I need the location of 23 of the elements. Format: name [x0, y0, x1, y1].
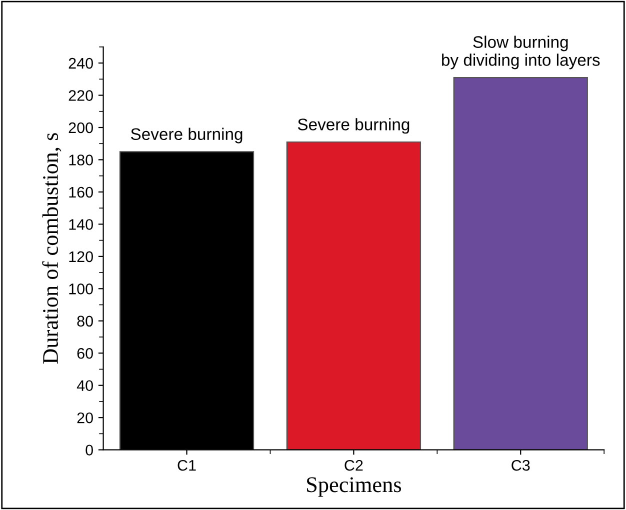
y-tick-label: 180 — [69, 154, 93, 166]
y-tick-label: 80 — [77, 316, 93, 327]
y-tick-label: 220 — [68, 90, 93, 101]
x-axis-title: Specimens — [307, 477, 402, 497]
annotation: Severe burning — [298, 118, 410, 134]
annotation: Slow burning by dividing into layers — [442, 36, 600, 70]
y-axis-title: Duration of combustion, s — [42, 133, 62, 364]
x-tick-label: C2 — [344, 460, 363, 471]
y-tick-label: 200 — [68, 122, 93, 134]
y-tick-label: 160 — [69, 186, 93, 198]
x-tick-label: C1 — [178, 460, 196, 471]
y-tick-label: 20 — [77, 412, 93, 424]
y-tick-label: 140 — [69, 219, 93, 230]
y-tick-label: 60 — [77, 348, 93, 359]
bar — [286, 141, 422, 450]
x-tick-label: C3 — [512, 460, 530, 471]
y-tick-label: 120 — [69, 251, 93, 262]
annotation: Severe burning — [131, 128, 242, 144]
y-tick-label: 40 — [76, 380, 93, 392]
bar — [453, 76, 588, 450]
y-tick-label: 0 — [86, 444, 93, 456]
y-tick-label: 100 — [69, 284, 93, 294]
y-tick-label: 240 — [68, 58, 93, 69]
